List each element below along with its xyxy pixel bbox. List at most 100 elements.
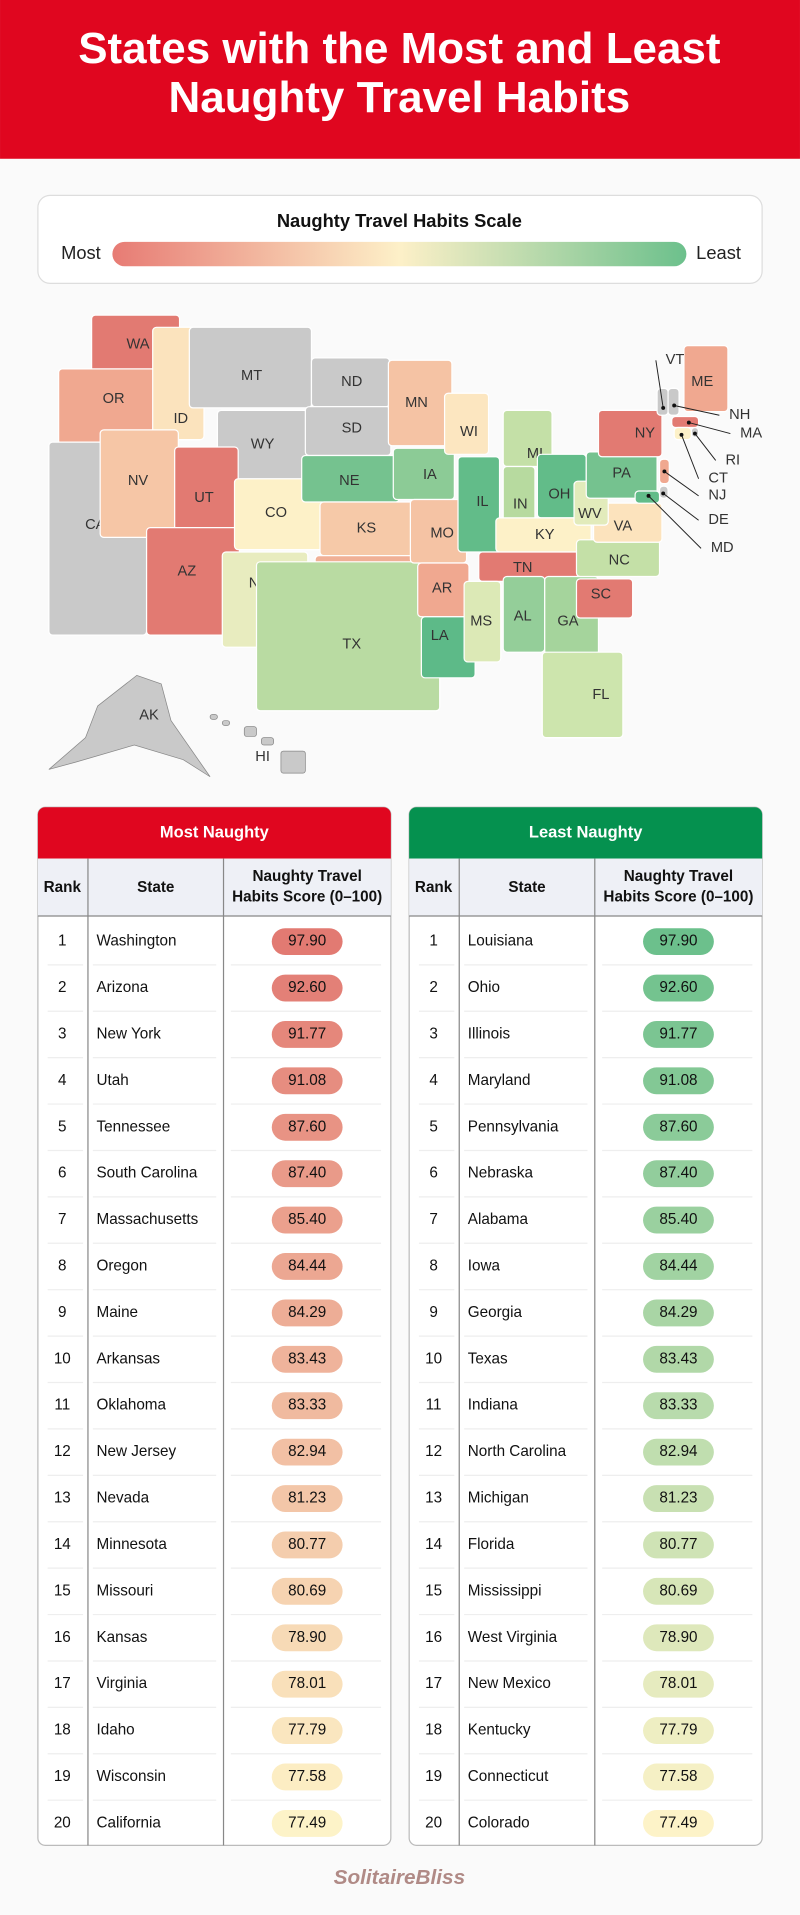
score-cell: 77.79: [288, 1722, 326, 1739]
state-cell: Indiana: [468, 1397, 519, 1414]
score-pill: [271, 1577, 343, 1605]
state-label: GA: [557, 614, 578, 630]
score-pill: [643, 1577, 714, 1605]
score-pill: [271, 1485, 343, 1512]
score-cell: 82.94: [659, 1443, 698, 1460]
state-shape: [209, 714, 218, 720]
score-pill: [643, 1253, 714, 1280]
state-label: VA: [614, 518, 633, 534]
score-pill: [643, 1067, 714, 1095]
leader-dot: [679, 432, 684, 437]
state-cell: Iowa: [468, 1258, 501, 1275]
rank-cell: 10: [54, 1350, 71, 1367]
rank-cell: 2: [58, 979, 66, 996]
score-cell: 78.01: [288, 1675, 326, 1692]
score-cell: 97.90: [659, 933, 697, 950]
state-label: MD: [711, 540, 734, 556]
state-cell: Minnesota: [97, 1536, 168, 1553]
rank-cell: 19: [425, 1768, 442, 1785]
state-label: DE: [708, 512, 729, 528]
state-shape: [443, 392, 490, 455]
rank-cell: 20: [425, 1814, 442, 1831]
state-label: NH: [729, 407, 750, 423]
state-cell: Wisconsin: [97, 1768, 167, 1785]
rank-cell: 4: [429, 1072, 438, 1089]
score-pill: [643, 1160, 714, 1188]
rank-cell: 12: [425, 1443, 442, 1460]
state-label: CO: [265, 505, 287, 521]
score-pill: [271, 1067, 343, 1095]
rank-cell: 17: [425, 1675, 442, 1692]
rank-cell: 15: [54, 1582, 71, 1599]
state-label: MO: [430, 526, 454, 542]
score-pill: [271, 1160, 343, 1188]
state-label: FL: [592, 687, 609, 703]
column-header: State: [137, 879, 174, 896]
score-cell: 84.44: [288, 1258, 327, 1275]
score-pill: [643, 1624, 714, 1652]
state-cell: Virginia: [97, 1675, 148, 1692]
state-cell: Arizona: [97, 979, 149, 996]
rank-cell: 18: [425, 1722, 442, 1739]
state-cell: Connecticut: [468, 1768, 549, 1785]
score-pill: [271, 1438, 343, 1466]
score-cell: 81.23: [288, 1490, 326, 1507]
state-label: MS: [470, 614, 492, 630]
score-pill: [271, 1809, 343, 1837]
state-cell: New Mexico: [468, 1675, 551, 1692]
tables: Most Naughty Rank State Naughty Travel Habit…: [37, 806, 763, 1846]
leader-line: [662, 493, 699, 521]
table-title: Least Naughty: [529, 823, 643, 841]
state-label: HI: [255, 749, 270, 765]
column-header-bg: [37, 858, 391, 916]
state-shape: [261, 737, 274, 746]
rank-cell: 5: [58, 1118, 66, 1135]
score-pill: [271, 1113, 343, 1141]
state-label: NJ: [708, 488, 726, 504]
score-cell: 80.77: [659, 1536, 697, 1553]
rank-cell: 14: [425, 1536, 442, 1553]
state-cell: Georgia: [468, 1304, 523, 1321]
score-cell: 81.23: [659, 1490, 697, 1507]
state-label: AR: [432, 581, 452, 597]
rank-cell: 1: [58, 933, 66, 950]
column-header: Naughty Travel: [253, 868, 362, 885]
rank-cell: 16: [425, 1629, 442, 1646]
state-shape: [280, 750, 306, 774]
rank-cell: 14: [54, 1536, 71, 1553]
state-shape: [457, 456, 501, 553]
score-cell: 91.08: [659, 1072, 697, 1089]
column-header: Rank: [44, 879, 82, 896]
rank-cell: 19: [54, 1768, 71, 1785]
score-cell: 91.08: [288, 1072, 326, 1089]
rank-cell: 6: [58, 1165, 66, 1182]
state-cell: New York: [97, 1025, 162, 1042]
rank-cell: 7: [429, 1211, 437, 1228]
score-pill: [271, 1345, 343, 1373]
rank-cell: 3: [429, 1025, 437, 1042]
score-cell: 83.43: [659, 1350, 697, 1367]
state-cell: South Carolina: [97, 1165, 198, 1182]
leader-line: [694, 433, 717, 461]
state-cell: Kentucky: [468, 1722, 531, 1739]
state-label: KS: [357, 521, 377, 537]
score-pill: [643, 1345, 714, 1373]
state-label: AK: [139, 708, 159, 724]
state-cell: Colorado: [468, 1814, 530, 1831]
score-pill: [643, 1717, 714, 1745]
footer-logo: SolitaireBliss: [334, 1866, 465, 1889]
state-cell: Ohio: [468, 979, 500, 996]
column-header: Rank: [415, 879, 453, 896]
score-pill: [643, 928, 714, 956]
state-shape: [463, 580, 502, 663]
state-cell: Texas: [468, 1350, 508, 1367]
score-cell: 97.90: [288, 933, 326, 950]
state-cell: Idaho: [97, 1722, 135, 1739]
leader-dot: [661, 491, 666, 496]
state-cell: Michigan: [468, 1490, 529, 1507]
state-cell: Arkansas: [97, 1350, 161, 1367]
leader-line: [655, 360, 664, 408]
score-cell: 77.79: [659, 1722, 697, 1739]
leader-line: [648, 495, 702, 549]
state-label: MN: [405, 395, 428, 411]
